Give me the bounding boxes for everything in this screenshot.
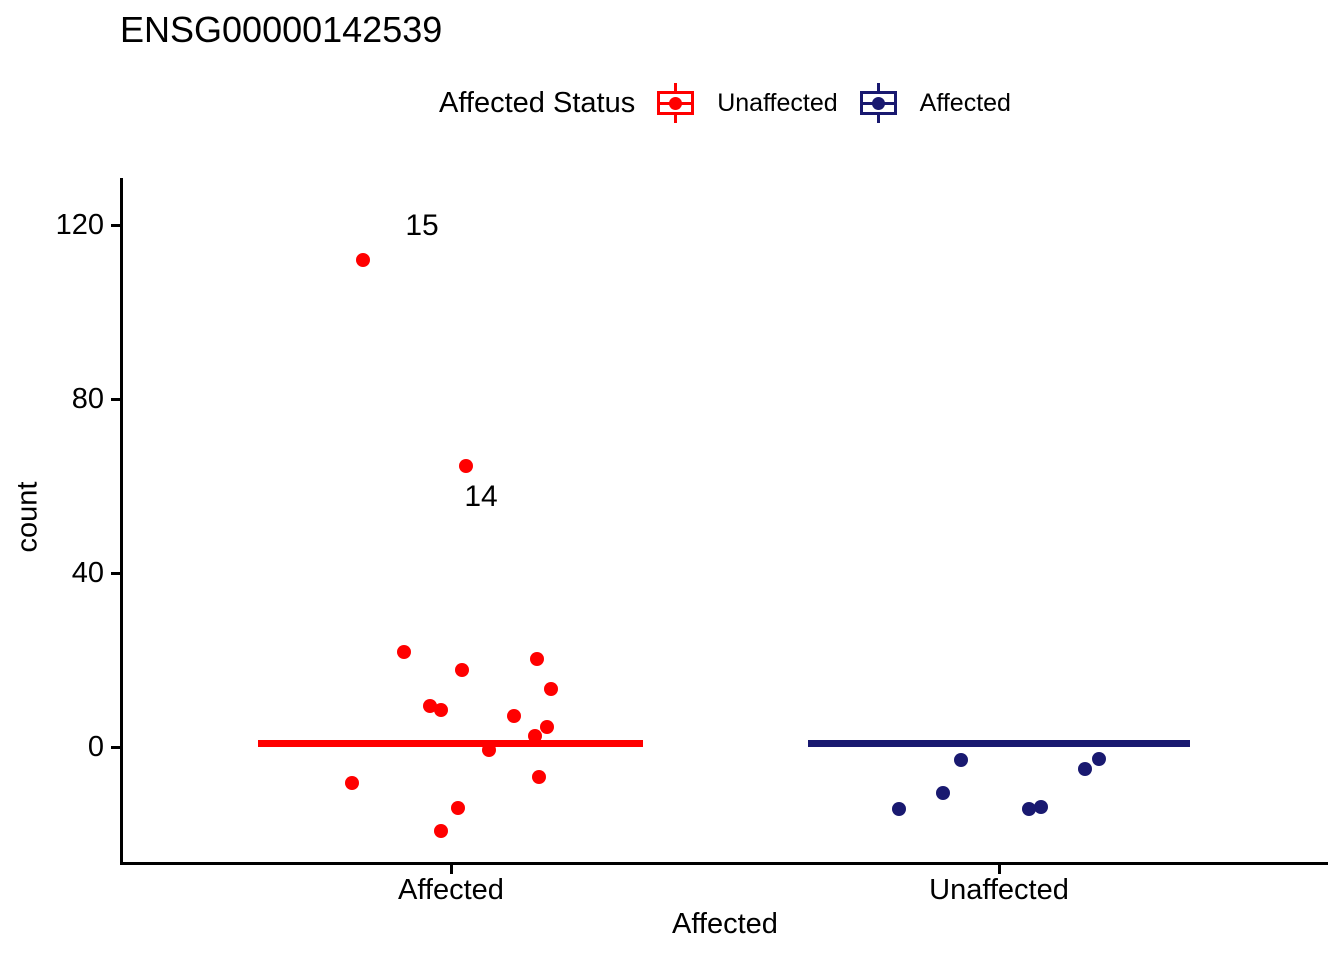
data-point-unaffected <box>936 786 950 801</box>
legend-label-unaffected: Unaffected <box>717 88 838 117</box>
data-point-affected <box>544 682 558 697</box>
data-point-affected <box>434 823 448 838</box>
median-line-affected <box>258 740 643 748</box>
legend-title: Affected Status <box>439 86 636 119</box>
data-point-affected <box>540 719 554 734</box>
data-point-affected <box>434 703 448 718</box>
y-tick-mark <box>111 223 120 227</box>
data-point-affected <box>455 663 469 677</box>
legend-label-affected: Affected <box>919 88 1011 117</box>
data-point-affected <box>507 709 521 724</box>
y-tick-mark <box>111 745 120 749</box>
legend-key-whisker-top <box>876 83 880 91</box>
x-tick-mark <box>449 865 453 874</box>
x-tick-mark <box>997 865 1001 874</box>
data-point-unaffected <box>892 802 906 817</box>
data-point-unaffected <box>1078 762 1092 777</box>
data-point-affected <box>530 652 544 667</box>
legend-key-whisker-top <box>674 83 678 91</box>
y-tick-label: 40 <box>71 557 104 589</box>
data-point-unaffected <box>1092 752 1106 767</box>
median-line-unaffected <box>808 740 1190 748</box>
data-point-unaffected <box>954 753 968 768</box>
legend-key-whisker-bottom <box>674 115 678 123</box>
legend-key-point <box>871 97 885 110</box>
data-point-affected <box>459 458 473 473</box>
y-tick-label: 120 <box>55 209 104 241</box>
data-point-unaffected <box>1022 802 1036 817</box>
data-point-affected <box>397 645 411 660</box>
legend-key-boxplot-unaffected <box>657 83 695 123</box>
y-tick-label: 80 <box>71 383 104 415</box>
data-point-affected <box>532 770 546 784</box>
y-tick-mark <box>111 397 120 401</box>
legend: Affected Status Unaffected Affected <box>122 80 1328 126</box>
data-point-affected <box>528 729 542 744</box>
x-tick-label: Affected <box>398 874 504 906</box>
data-point-affected <box>423 699 437 714</box>
data-point-affected <box>345 776 359 791</box>
point-label-annotation: 15 <box>405 209 439 242</box>
plot-title: ENSG00000142539 <box>120 9 443 50</box>
y-tick-label: 0 <box>87 731 104 763</box>
x-axis-title: Affected <box>672 908 778 940</box>
y-tick-mark <box>111 571 120 575</box>
point-label-annotation: 14 <box>464 480 498 513</box>
x-axis-line <box>120 862 1328 865</box>
y-axis-line <box>120 178 123 865</box>
legend-key-whisker-bottom <box>876 115 880 123</box>
data-point-unaffected <box>1034 800 1048 815</box>
data-point-affected <box>356 252 370 267</box>
legend-key-boxplot-affected <box>859 83 898 123</box>
data-point-affected <box>451 800 465 815</box>
legend-key-point <box>669 97 683 110</box>
x-tick-label: Unaffected <box>929 874 1069 906</box>
data-point-affected <box>482 743 496 758</box>
